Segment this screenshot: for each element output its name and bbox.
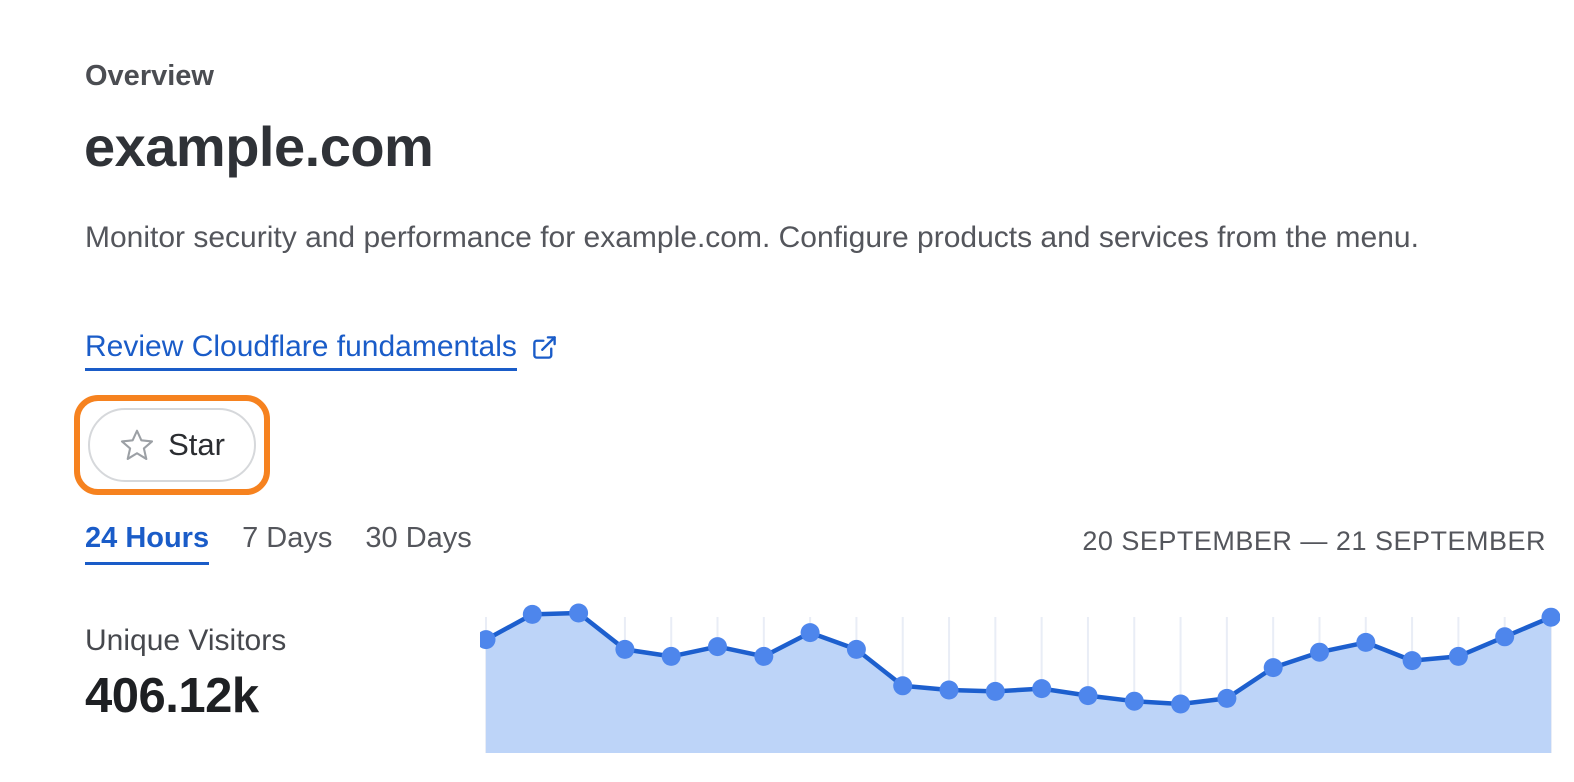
star-button[interactable]: Star [88,408,256,482]
chart-point[interactable] [1032,679,1052,699]
chart-point[interactable] [1541,607,1561,627]
chart-point[interactable] [480,630,496,650]
star-button-label: Star [168,427,225,462]
unique-visitors-value: 406.12k [85,669,259,723]
chart-point[interactable] [1078,686,1098,706]
chart-point[interactable] [1402,651,1422,671]
tab-30-days[interactable]: 30 Days [365,522,472,554]
page-eyebrow: Overview [85,60,214,92]
zone-description: Monitor security and performance for exa… [85,221,1419,254]
tab-7-days[interactable]: 7 Days [242,522,333,554]
fundamentals-link[interactable]: Review Cloudflare fundamentals [85,330,558,371]
chart-point[interactable] [522,604,542,624]
fundamentals-link-label: Review Cloudflare fundamentals [85,330,517,371]
chart-point[interactable] [846,639,866,659]
star-icon [121,429,154,460]
chart-point[interactable] [1495,627,1515,647]
chart-point[interactable] [754,646,774,666]
tab-24-hours[interactable]: 24 Hours [85,522,210,565]
chart-point[interactable] [1217,688,1237,708]
date-range-label: 20 SEPTEMBER — 21 SEPTEMBER [1082,526,1546,556]
chart-point[interactable] [1171,694,1191,714]
chart-area-fill [486,613,1551,753]
chart-point[interactable] [1263,658,1283,678]
chart-point[interactable] [1310,642,1329,662]
external-link-icon [533,336,556,359]
chart-point[interactable] [569,603,589,623]
chart-point[interactable] [893,676,913,696]
chart-point[interactable] [661,646,681,666]
chart-point[interactable] [1356,632,1376,652]
unique-visitors-chart[interactable] [480,595,1560,757]
annotation-highlight: Star [74,395,270,495]
unique-visitors-label: Unique Visitors [85,624,287,657]
chart-point[interactable] [985,681,1005,701]
zone-title: example.com [84,115,434,178]
chart-point[interactable] [615,639,635,659]
chart-point[interactable] [939,680,959,700]
time-range-tabs: 24 Hours 7 Days 30 Days [85,522,472,565]
chart-point[interactable] [800,623,820,643]
chart-point[interactable] [1448,646,1468,666]
unique-visitors-area-chart[interactable] [480,595,1560,757]
chart-point[interactable] [708,637,727,657]
chart-point[interactable] [1124,691,1144,711]
